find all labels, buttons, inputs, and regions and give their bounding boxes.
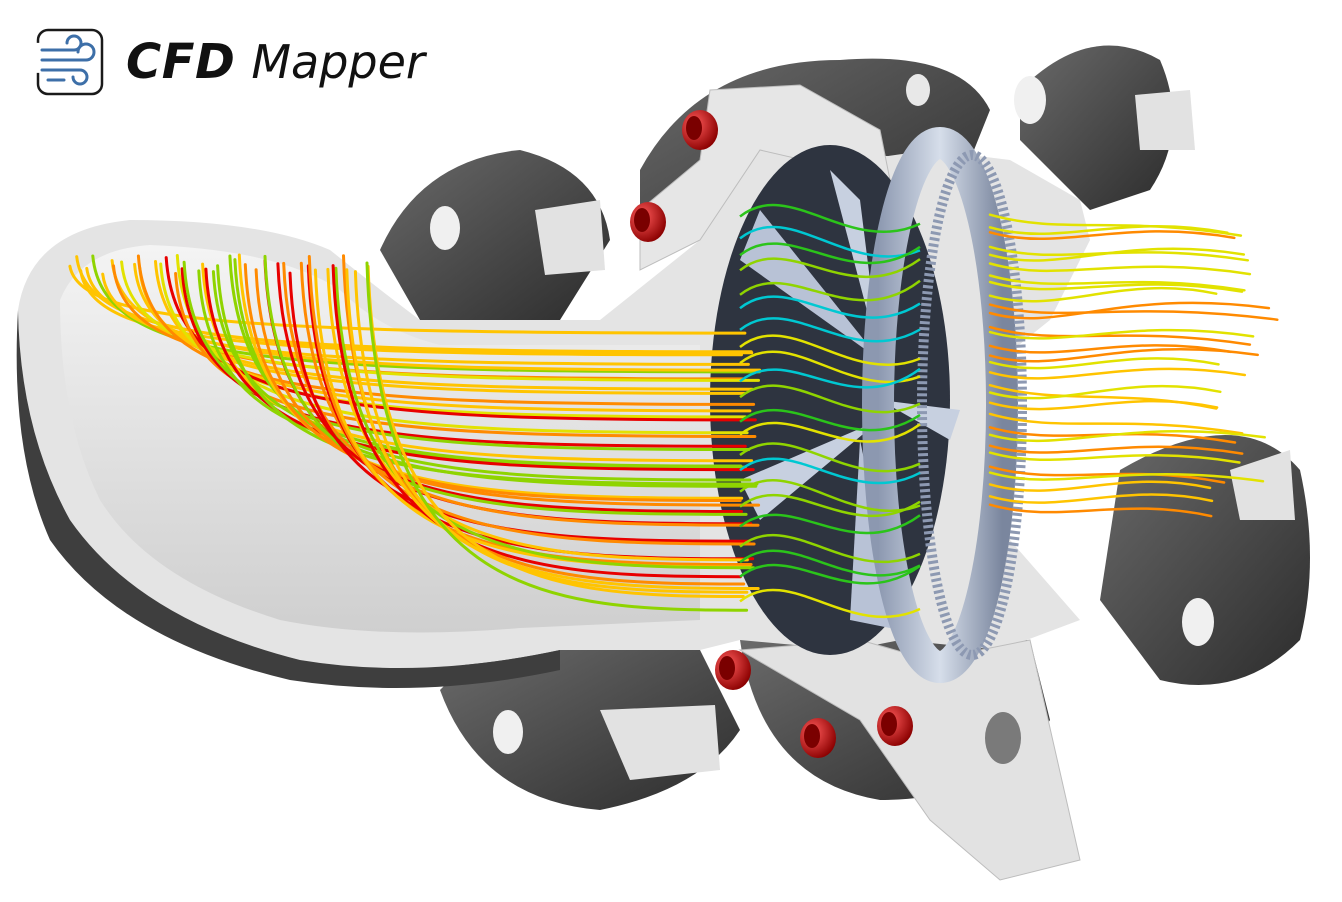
streamline xyxy=(988,471,1265,483)
bolt xyxy=(800,718,836,758)
rotor-teeth xyxy=(917,150,1027,660)
streamline xyxy=(988,274,1246,292)
streamline xyxy=(91,254,761,374)
streamline xyxy=(282,261,760,527)
streamline xyxy=(988,325,1252,346)
streamline xyxy=(988,247,1246,262)
streamlines xyxy=(68,203,1279,619)
bolt-hole xyxy=(1014,76,1046,124)
bolt-hole xyxy=(430,206,460,250)
streamline xyxy=(988,480,1212,492)
bolt xyxy=(877,706,913,746)
streamline xyxy=(739,295,921,319)
streamline xyxy=(353,270,749,594)
streamline xyxy=(334,266,755,570)
streamline xyxy=(988,303,1279,321)
streamline xyxy=(739,533,921,564)
bolt xyxy=(630,202,666,242)
streamline xyxy=(988,451,1241,464)
streamline xyxy=(988,399,1219,411)
logo-subtitle: Mapper xyxy=(251,35,425,89)
streamline xyxy=(988,280,1244,293)
streamline xyxy=(110,259,762,372)
streamline xyxy=(988,444,1244,455)
streamline xyxy=(739,563,921,585)
streamline xyxy=(739,513,921,535)
casing-section xyxy=(639,84,1081,881)
streamline xyxy=(739,384,921,414)
streamline xyxy=(739,457,921,485)
inlet-flange-top xyxy=(380,150,610,320)
logo-title: CFD xyxy=(126,34,236,90)
rotor-blade xyxy=(740,210,880,360)
streamline xyxy=(988,286,1218,303)
wind-icon xyxy=(36,28,104,96)
streamline xyxy=(988,328,1255,340)
streamline xyxy=(988,224,1229,236)
streamline xyxy=(739,257,921,279)
streamline xyxy=(739,317,921,343)
streamline xyxy=(988,412,1244,435)
streamline xyxy=(136,254,756,406)
streamline xyxy=(739,549,921,577)
streamline xyxy=(739,279,921,302)
streamline xyxy=(988,367,1247,380)
streamline xyxy=(79,269,743,357)
bolt-hole xyxy=(1182,598,1214,646)
streamline xyxy=(988,357,1220,370)
streamline xyxy=(988,493,1214,504)
bolt-hole xyxy=(906,74,930,106)
streamline xyxy=(988,230,1236,241)
logo: CFD Mapper xyxy=(34,26,425,98)
streamline xyxy=(326,267,749,562)
streamline xyxy=(988,301,1271,320)
outlet-flange xyxy=(1014,45,1310,685)
streamline xyxy=(988,262,1252,276)
streamline xyxy=(366,264,745,598)
streamline xyxy=(228,254,752,482)
streamline xyxy=(739,493,921,518)
streamline xyxy=(739,225,921,258)
streamline xyxy=(154,260,752,413)
streamline xyxy=(739,242,921,265)
streamline xyxy=(739,367,921,389)
bolt-hole xyxy=(493,710,523,754)
bolt xyxy=(682,110,718,150)
bolt-hole xyxy=(985,712,1021,764)
streamline xyxy=(133,262,754,391)
inlet-flange-bottom xyxy=(440,650,740,810)
streamline xyxy=(739,442,921,473)
streamline xyxy=(988,426,1237,444)
bolts xyxy=(630,110,913,758)
streamline xyxy=(233,258,758,488)
bolt xyxy=(715,650,751,690)
streamline xyxy=(739,408,921,432)
streamline xyxy=(988,344,1233,354)
streamline xyxy=(988,213,1243,237)
streamline xyxy=(739,479,921,513)
streamline xyxy=(739,334,921,366)
streamline xyxy=(988,429,1266,443)
streamline xyxy=(739,203,921,234)
streamline xyxy=(739,588,921,619)
streamline xyxy=(85,266,753,354)
streamline xyxy=(988,465,1226,484)
streamline xyxy=(739,421,921,443)
streamline xyxy=(988,503,1213,518)
streamline xyxy=(988,384,1222,400)
streamline xyxy=(988,348,1259,363)
streamline xyxy=(365,261,749,612)
